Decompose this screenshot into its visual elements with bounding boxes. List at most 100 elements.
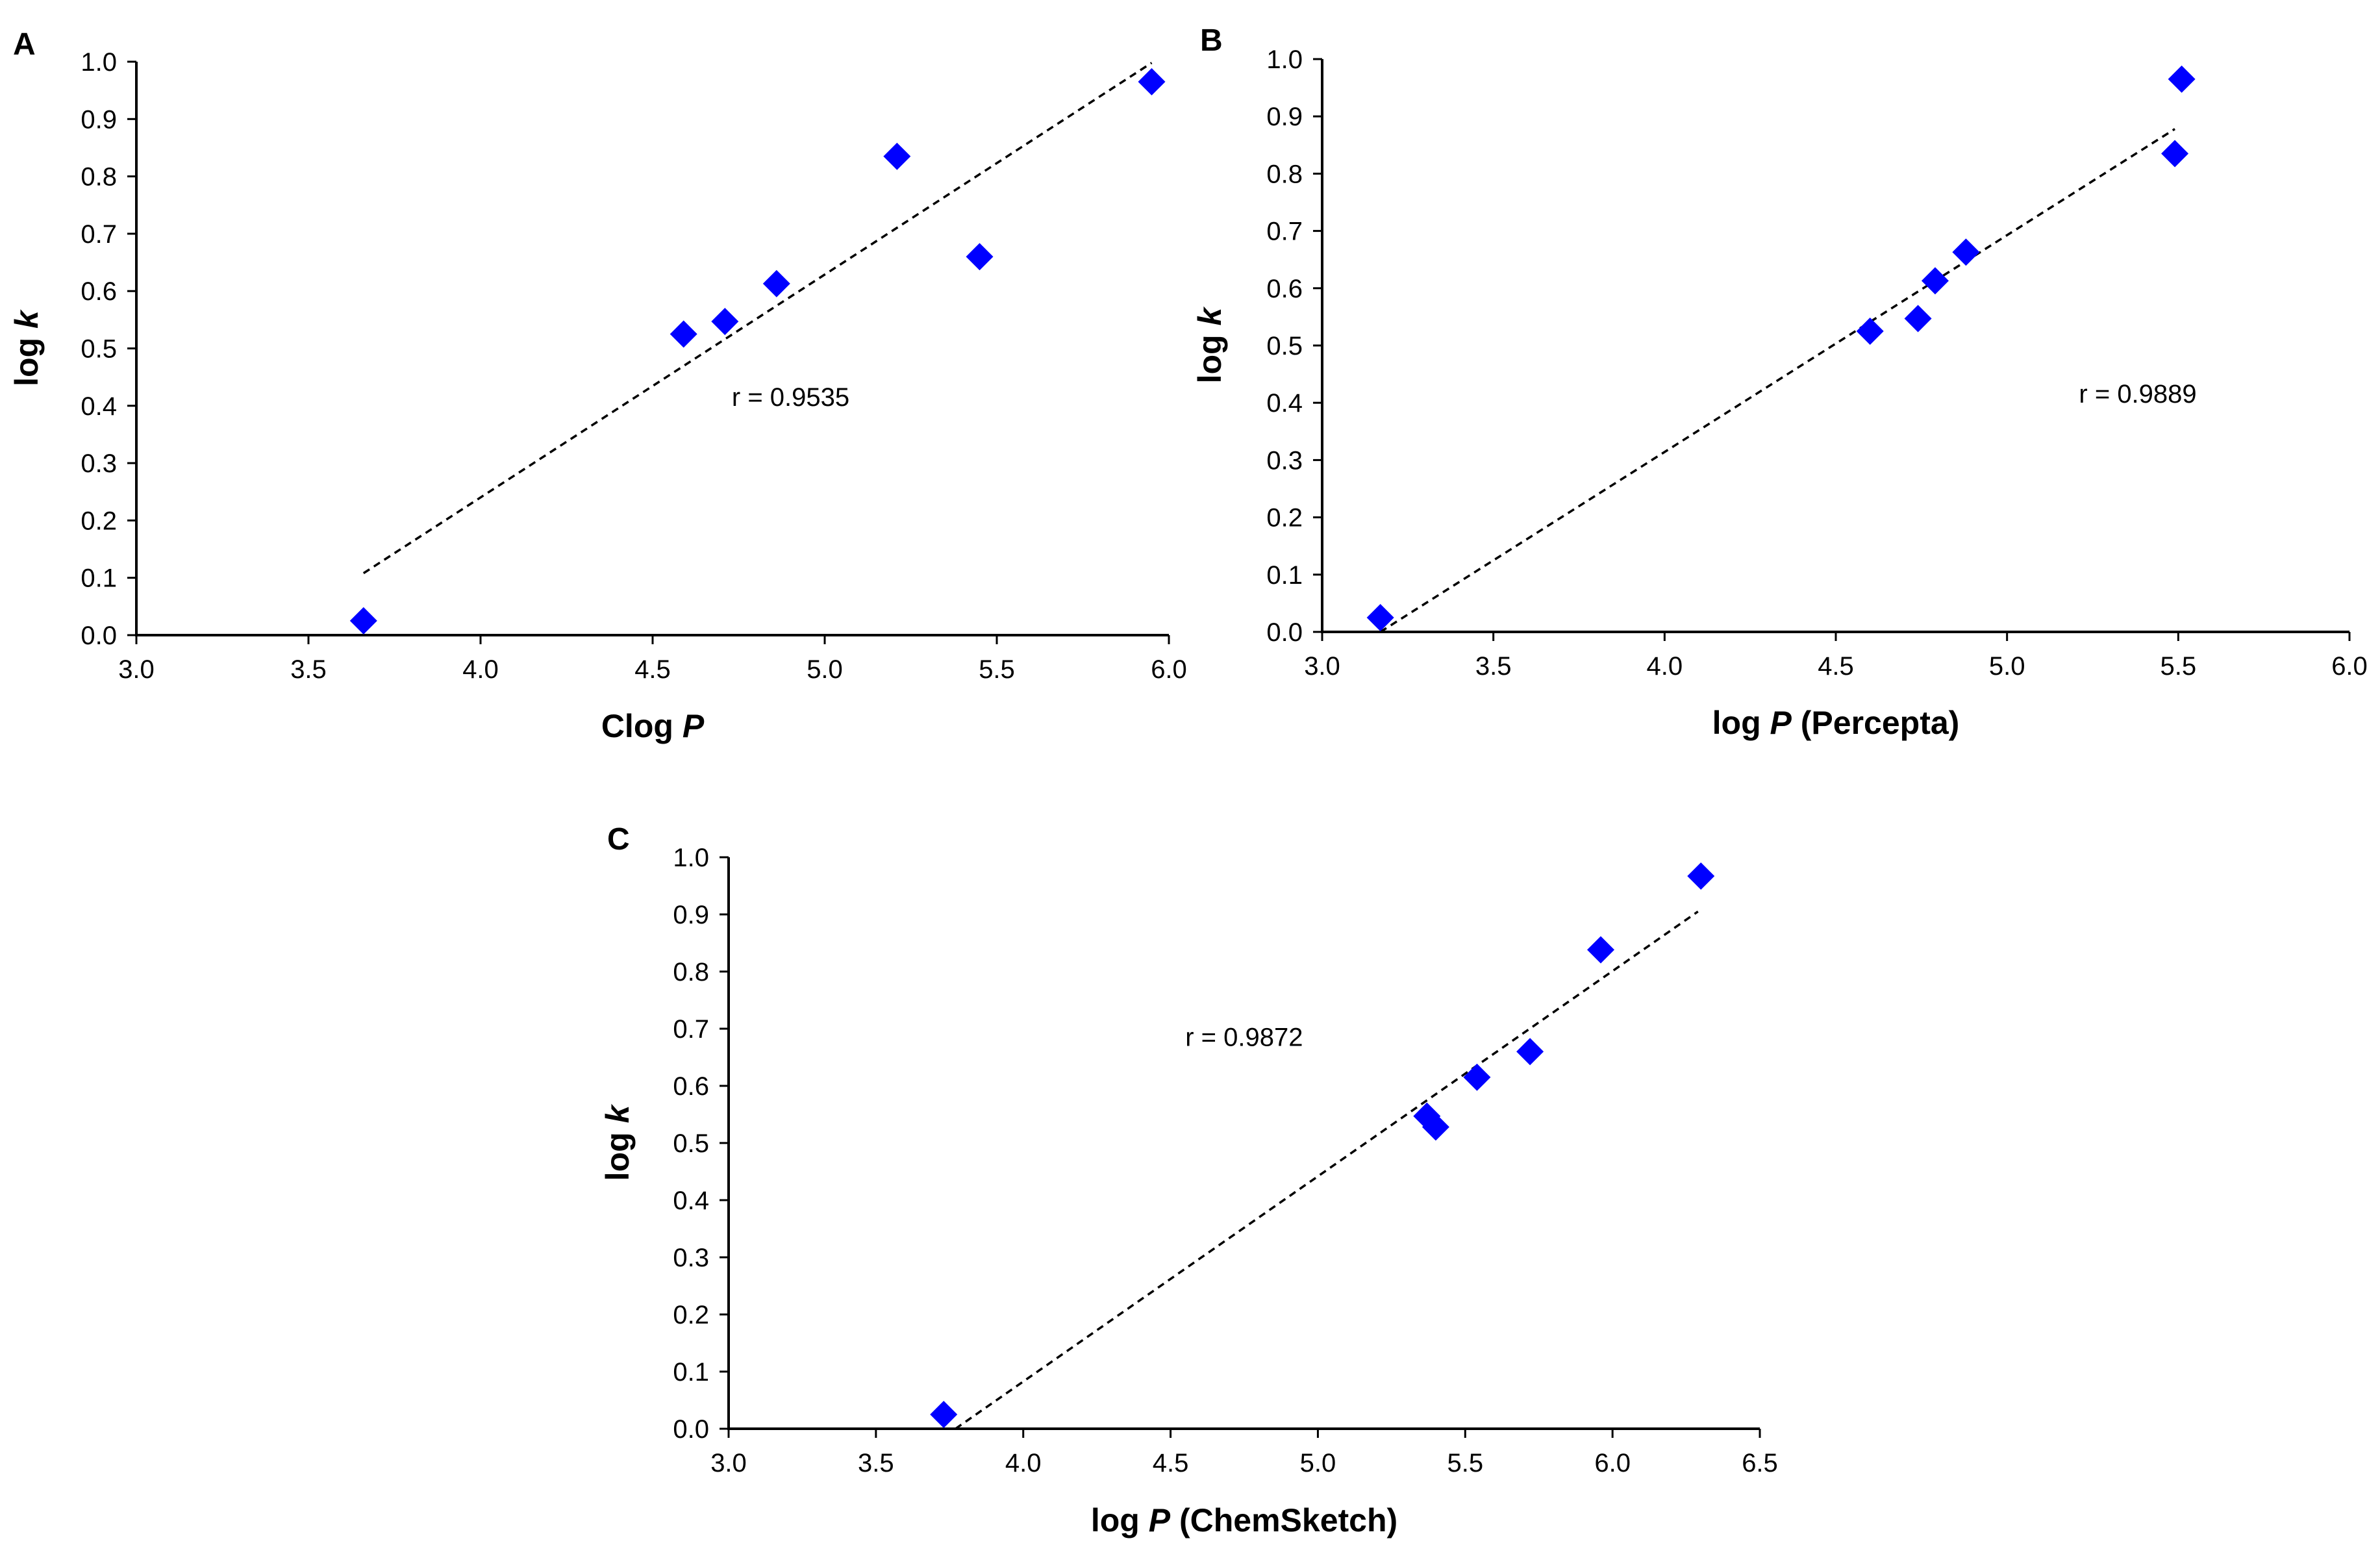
panel-c-y-title-text: log — [599, 1123, 636, 1181]
panel-c-points — [930, 862, 1715, 1428]
panel-b-x-tick-label: 5.5 — [2161, 652, 2197, 681]
panel-a-letter: A — [13, 27, 36, 62]
panel-b-y-title-text: log — [1192, 325, 1228, 383]
panel-c-y-tick-label: 0.6 — [673, 1072, 709, 1101]
panel-a-data-point — [762, 270, 790, 297]
panel-a-y-axis-title: log k — [8, 309, 45, 386]
panel-a-y-tick-label: 0.0 — [81, 622, 117, 650]
panel-a-x-axis-title: Clog P — [601, 708, 705, 744]
panel-c-y-tick-label: 0.2 — [673, 1301, 709, 1329]
panel-c-y-tick-label: 0.4 — [673, 1187, 709, 1215]
panel-a-x-tick-label: 4.0 — [462, 655, 499, 684]
panel-c-x-title-text: log — [1091, 1502, 1149, 1539]
panel-a-data-point — [711, 307, 739, 335]
panel-c-x-tick-label: 5.5 — [1447, 1449, 1483, 1477]
panel-a-y-tick-label: 0.3 — [81, 449, 117, 478]
panel-a-y-tick-label: 0.7 — [81, 220, 117, 249]
panel-b-y-tick-label: 0.0 — [1266, 618, 1303, 647]
panel-c-x-title-italic: P — [1149, 1502, 1171, 1539]
panel-b-x-tick-label: 4.0 — [1647, 652, 1683, 681]
panel-b-x-title-suffix: (Percepta) — [1792, 705, 1959, 741]
panel-b-x-axis-title: log P (Percepta) — [1712, 705, 1960, 741]
panel-b-y-tick-label: 0.5 — [1266, 332, 1303, 360]
panel-c-data-point — [1463, 1063, 1491, 1091]
panel-c-data-point — [1516, 1038, 1544, 1066]
panel-a-x-title-italic: P — [683, 708, 705, 744]
panel-b-points — [1366, 65, 2196, 631]
panel-c-y-tick-label: 0.0 — [673, 1415, 709, 1444]
panel-b-data-point — [2168, 65, 2196, 93]
panel-b-axes — [1321, 59, 2349, 633]
panel-a-y-tick-label: 0.8 — [81, 163, 117, 192]
panel-b: B 0.00.10.20.30.40.50.60.70.80.91.0 3.0 3… — [1192, 23, 2368, 741]
panel-c-x-tick-label: 4.0 — [1005, 1449, 1042, 1477]
panel-b-x-tick-label: 3.5 — [1475, 652, 1512, 681]
panel-c-data-point — [930, 1401, 958, 1428]
panel-b-data-point — [2161, 140, 2189, 168]
panel-c-x-ticks: 3.0 3.5 4.0 4.5 5.0 5.5 6.0 6.5 — [710, 1429, 1778, 1477]
panel-a-x-tick-label: 5.0 — [807, 655, 843, 684]
panel-b-data-point — [1952, 238, 1980, 266]
panel-a-y-title-italic: k — [8, 309, 45, 329]
panel-b-y-title-italic: k — [1192, 306, 1228, 325]
panel-b-y-tick-label: 0.2 — [1266, 504, 1303, 533]
panel-a-data-point — [966, 243, 994, 271]
panel-b-x-title-italic: P — [1770, 705, 1792, 741]
panel-c-y-tick-label: 1.0 — [673, 844, 709, 872]
panel-c-correlation: r = 0.9872 — [1185, 1023, 1303, 1051]
panel-b-y-tick-label: 0.3 — [1266, 446, 1303, 475]
panel-b-data-point — [1904, 305, 1932, 333]
panel-b-data-point — [1921, 267, 1949, 295]
panel-b-x-ticks: 3.0 3.5 4.0 4.5 5.0 5.5 6.0 — [1304, 632, 2368, 681]
panel-a-x-tick-label: 5.5 — [979, 655, 1015, 684]
panel-c-x-tick-label: 5.0 — [1300, 1449, 1336, 1477]
panel-b-y-tick-label: 0.1 — [1266, 561, 1303, 590]
panel-c-trendline — [955, 911, 1699, 1430]
panel-a-x-title-text: Clog — [601, 708, 683, 744]
panel-a-x-tick-label: 6.0 — [1151, 655, 1187, 684]
panel-c-x-tick-label: 4.5 — [1153, 1449, 1189, 1477]
panel-c-x-title-suffix: (ChemSketch) — [1170, 1502, 1397, 1539]
panel-b-y-ticks: 0.0 0.1 0.2 0.3 0.4 0.5 0.6 0.7 0.8 0.9 1.0 — [1266, 45, 1322, 647]
panel-a-y-tick-label: 0.4 — [81, 392, 117, 421]
panel-c-data-point — [1687, 862, 1715, 890]
panel-a-y-tick-label: 1.0 — [81, 48, 117, 77]
panel-c-y-tick-label: 0.1 — [673, 1358, 709, 1387]
panel-b-y-tick-label: 1.0 — [1266, 45, 1303, 74]
panel-c: C 0.00.10.20.30.40.50.60.70.80.91.0 3.0 3… — [599, 822, 1778, 1539]
panel-c-y-tick-label: 0.5 — [673, 1129, 709, 1158]
panel-b-x-tick-label: 4.5 — [1818, 652, 1854, 681]
panel-a-data-point — [1138, 68, 1166, 95]
panel-a-axes — [135, 62, 1169, 636]
panel-a-y-tick-label: 0.2 — [81, 507, 117, 535]
panel-a-y-tick-label: 0.9 — [81, 105, 117, 134]
panel-b-data-point — [1856, 317, 1884, 345]
panel-c-y-tick-label: 0.7 — [673, 1015, 709, 1044]
panel-b-correlation: r = 0.9889 — [2079, 380, 2196, 408]
panel-c-x-axis-title: log P (ChemSketch) — [1091, 1502, 1397, 1539]
panel-b-x-tick-label: 6.0 — [2331, 652, 2368, 681]
panel-b-y-tick-label: 0.6 — [1266, 275, 1303, 303]
panel-c-y-tick-label: 0.9 — [673, 901, 709, 929]
panel-b-letter: B — [1200, 23, 1223, 58]
panel-b-x-tick-label: 5.0 — [1989, 652, 2025, 681]
panel-a-data-point — [670, 320, 697, 348]
panel-c-x-tick-label: 6.0 — [1594, 1449, 1631, 1477]
panel-b-y-tick-label: 0.9 — [1266, 103, 1303, 131]
panel-b-trendline — [1379, 128, 2175, 633]
panel-a-x-tick-label: 3.5 — [290, 655, 327, 684]
panel-a-y-ticks: 0.0 0.1 0.2 0.3 0.4 0.5 0.6 0.7 0.8 0.9 1.0 — [81, 48, 136, 650]
panel-b-y-axis-title: log k — [1192, 306, 1228, 383]
panel-c-x-tick-label: 6.5 — [1742, 1449, 1778, 1477]
panel-c-x-tick-label: 3.5 — [858, 1449, 894, 1477]
panel-c-y-title-italic: k — [599, 1103, 636, 1123]
panel-a-y-tick-label: 0.5 — [81, 335, 117, 364]
panel-b-y-tick-label: 0.7 — [1266, 218, 1303, 246]
panel-a-x-tick-label: 4.5 — [634, 655, 671, 684]
panel-b-x-title-text: log — [1712, 705, 1770, 741]
panel-c-y-ticks: 0.0 0.1 0.2 0.3 0.4 0.5 0.6 0.7 0.8 0.9 1.0 — [673, 844, 729, 1444]
panel-a-y-tick-label: 0.6 — [81, 277, 117, 306]
panel-c-data-point — [1586, 936, 1614, 964]
panel-a-data-point — [349, 607, 377, 634]
